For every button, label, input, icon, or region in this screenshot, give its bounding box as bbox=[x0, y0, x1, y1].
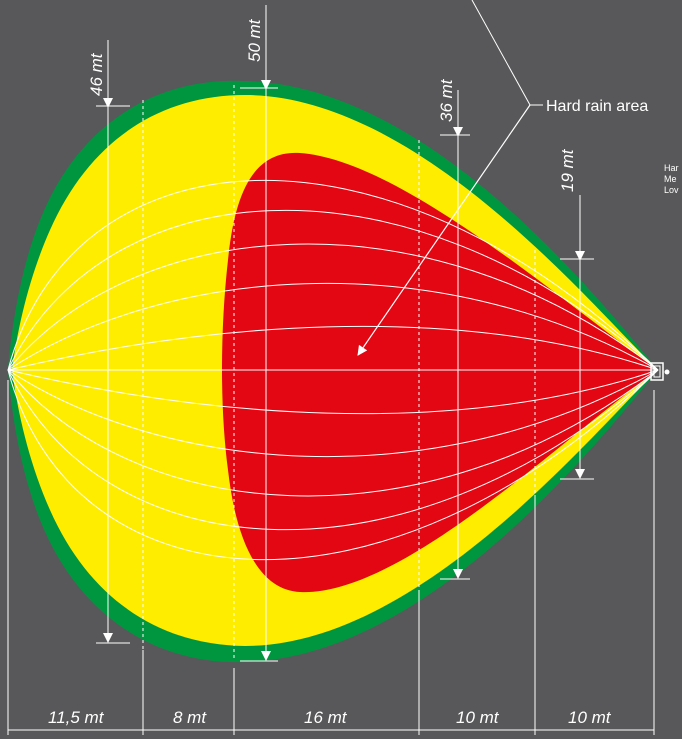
length-label-3: 16 mt bbox=[304, 708, 348, 727]
length-label-1: 11,5 mt bbox=[48, 708, 105, 727]
width-label-46: 46 mt bbox=[87, 52, 106, 96]
section-dashed-lines bbox=[142, 85, 536, 660]
length-dimension-lines bbox=[7, 380, 655, 735]
hard-rain-area bbox=[222, 152, 658, 593]
length-label-4: 10 mt bbox=[456, 708, 500, 727]
legend: Har Me Lov bbox=[664, 163, 679, 195]
length-label-5: 10 mt bbox=[568, 708, 612, 727]
width-label-50: 50 mt bbox=[245, 18, 264, 62]
legend-item-medium: Me bbox=[664, 174, 677, 184]
legend-item-hard: Har bbox=[664, 163, 679, 173]
length-label-2: 8 mt bbox=[173, 708, 207, 727]
width-label-19: 19 mt bbox=[558, 148, 577, 192]
legend-item-low: Lov bbox=[664, 185, 679, 195]
hard-rain-callout: Hard rain area bbox=[357, 0, 648, 356]
spray-trajectory-lines bbox=[7, 179, 659, 561]
width-label-36: 36 mt bbox=[437, 78, 456, 122]
callout-label: Hard rain area bbox=[546, 98, 648, 115]
